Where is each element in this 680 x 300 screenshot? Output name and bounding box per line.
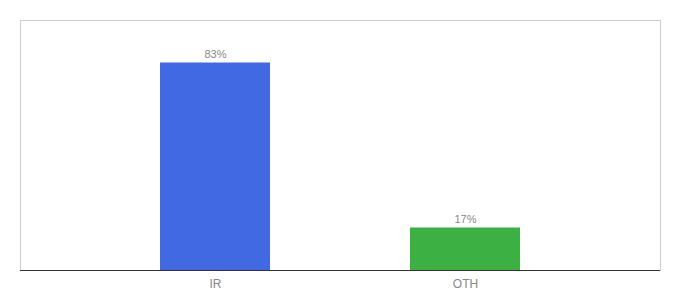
svg-text:17%: 17% [454,213,476,225]
svg-text:OTH: OTH [453,277,478,291]
svg-text:83%: 83% [204,48,226,60]
svg-text:IR: IR [210,277,222,291]
